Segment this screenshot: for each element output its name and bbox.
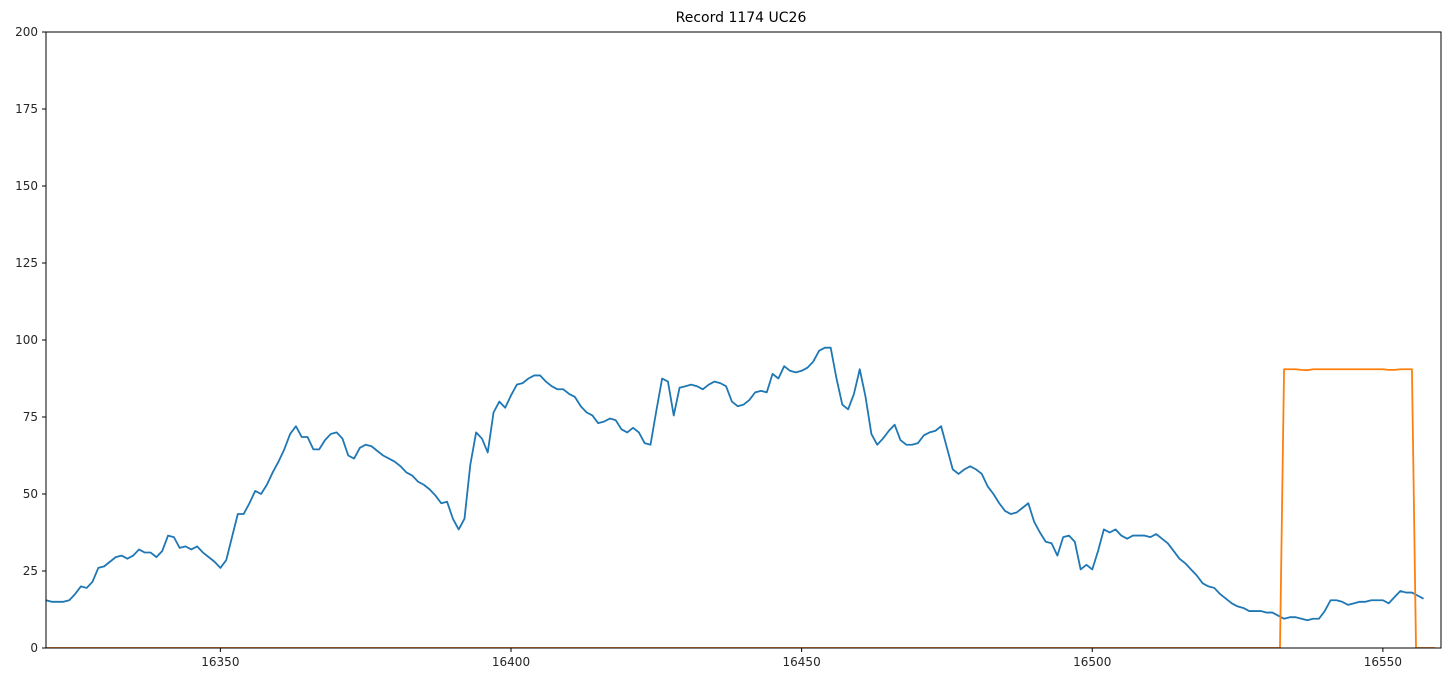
x-tick-label: 16450 (783, 655, 821, 669)
chart-title: Record 1174 UC26 (676, 10, 807, 26)
y-tick-label: 200 (15, 25, 38, 39)
y-tick-label: 125 (15, 256, 38, 270)
y-tick-label: 0 (30, 641, 38, 655)
y-tick-label: 175 (15, 102, 38, 116)
axes: 16350 16400 16450 16500 16550 0 25 50 75 100 125 15… (15, 25, 1442, 669)
x-tick-label: 16500 (1073, 655, 1111, 669)
series-line-2-segment-2 (1279, 368, 1436, 648)
y-tick-label: 150 (15, 179, 38, 193)
x-tick-label: 16550 (1364, 655, 1402, 669)
y-tick-label: 100 (15, 333, 38, 347)
series-line-1 (46, 346, 1424, 622)
plot-area (46, 346, 1436, 648)
y-tick-label: 25 (23, 564, 38, 578)
x-tick-label: 16350 (201, 655, 239, 669)
axes-frame (45, 31, 1442, 649)
y-tick-label: 75 (23, 410, 38, 424)
y-tick-label: 50 (23, 487, 38, 501)
x-tick-label: 16400 (492, 655, 530, 669)
